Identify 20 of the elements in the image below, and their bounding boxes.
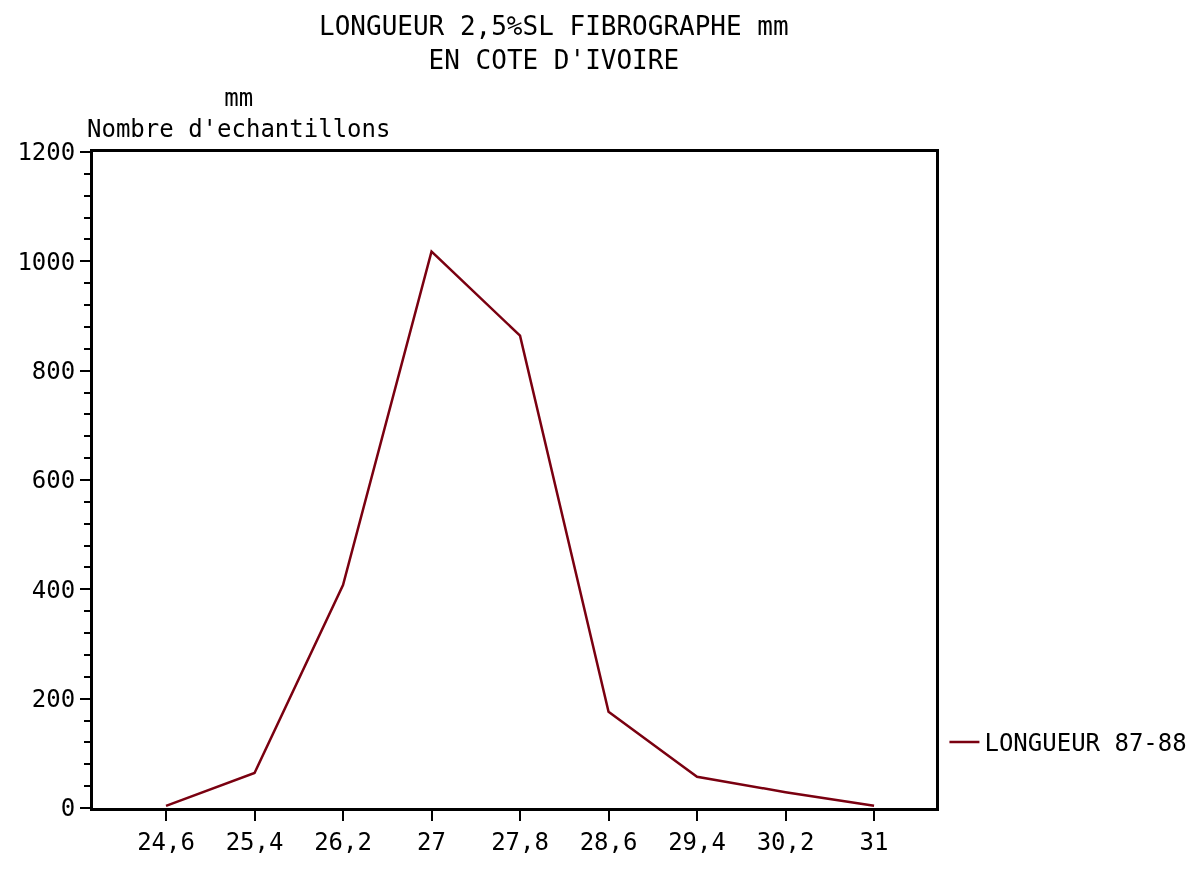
y-tick-label: 1000 xyxy=(17,247,76,276)
x-tick-label: 25,4 xyxy=(225,827,284,856)
x-tick-label: 27,8 xyxy=(491,827,549,856)
y-tick-label: 600 xyxy=(31,466,76,495)
y-tick-label: 200 xyxy=(31,685,76,714)
x-tick-label: 30,2 xyxy=(756,827,815,856)
y-tick-label: 1200 xyxy=(17,138,76,167)
x-tick-label: 28,6 xyxy=(579,827,638,856)
x-tick-label: 29,4 xyxy=(668,827,726,856)
x-tick-label: 31 xyxy=(859,827,889,856)
y-tick-label: 800 xyxy=(31,357,76,386)
legend-label: LONGUEUR 87-88 xyxy=(984,729,1187,758)
y-tick-label: 400 xyxy=(31,575,76,604)
x-tick-label: 26,2 xyxy=(314,827,372,856)
y-tick-label: 0 xyxy=(60,794,76,823)
x-tick-label: 27 xyxy=(417,827,446,856)
line-series xyxy=(164,250,876,808)
chart-title: LONGUEUR 2,5%SL FIBROGRAPHE mm EN COTE D'IVOIRE xyxy=(319,11,789,75)
x-tick-label: 24,6 xyxy=(137,827,195,856)
y-axis-title: mm Nombre d'echantillons xyxy=(87,84,391,144)
